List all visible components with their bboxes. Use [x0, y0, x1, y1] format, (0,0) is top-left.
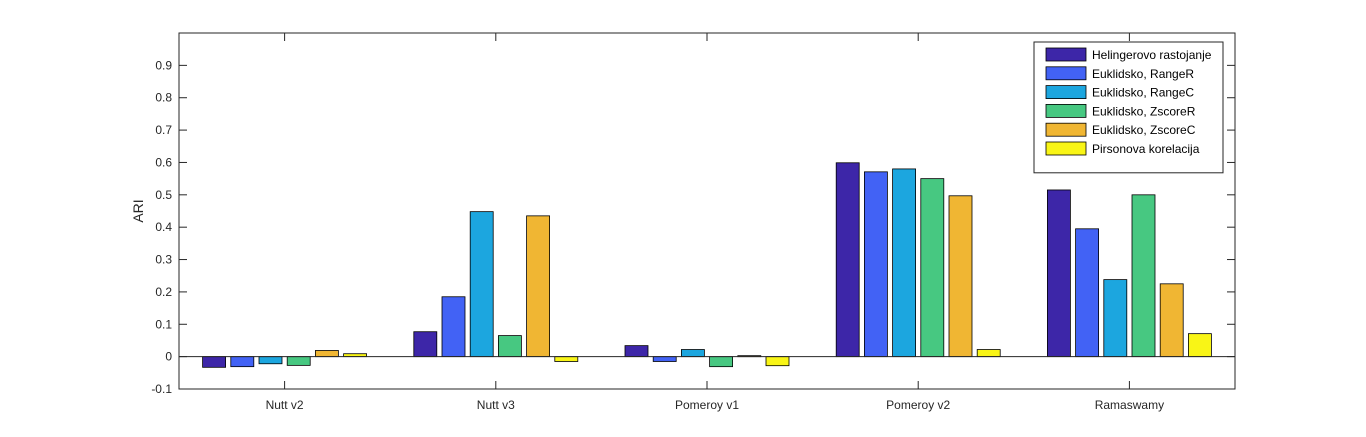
legend: Helingerovo rastojanje Euklidsko, RangeR E… [1033, 41, 1224, 174]
bar-1-4 [286, 356, 311, 366]
y-tick-label: 0.6 [155, 155, 172, 169]
y-tick-label: -0.1 [151, 382, 172, 396]
legend-label-2: Euklidsko, RangeR [1092, 67, 1194, 81]
legend-label-4: Euklidsko, ZscoreR [1092, 104, 1196, 118]
bar-5-1 [1047, 189, 1071, 358]
bar-1-1 [202, 356, 227, 368]
x-tick-label: Ramaswamy [1095, 398, 1164, 412]
y-tick-label: 0.4 [155, 220, 172, 234]
bar-2-4 [497, 335, 522, 358]
bar-5-2 [1075, 228, 1099, 358]
bar-3-6 [765, 356, 790, 367]
bar-1-5 [314, 350, 339, 358]
bar-1-3 [258, 356, 283, 365]
y-tick-label: 0.3 [155, 253, 172, 267]
bar-2-3 [469, 211, 494, 358]
y-tick-label: 0.9 [155, 58, 172, 72]
legend-label-5: Euklidsko, ZscoreC [1092, 123, 1196, 137]
bar-3-3 [681, 349, 705, 358]
bar-4-5 [948, 195, 973, 358]
bar-4-1 [835, 162, 860, 358]
legend-swatch-6 [1045, 141, 1087, 156]
y-axis-label: ARI [130, 199, 146, 222]
bar-2-6 [554, 356, 579, 362]
legend-swatch-1 [1045, 47, 1087, 62]
x-tick-label: Nutt v3 [477, 398, 515, 412]
bar-5-4 [1131, 194, 1156, 358]
legend-label-6: Pirsonova korelacija [1092, 142, 1200, 156]
y-tick-label: 0.1 [155, 317, 172, 331]
bar-5-6 [1188, 333, 1212, 358]
x-tick-label: Nutt v2 [266, 398, 304, 412]
legend-swatch-5 [1045, 122, 1087, 137]
bar-3-4 [709, 356, 733, 368]
legend-label-3: Euklidsko, RangeC [1092, 86, 1194, 100]
bar-4-2 [864, 171, 888, 358]
y-tick-label: 0.2 [155, 285, 172, 299]
bar-2-2 [441, 296, 466, 358]
y-tick-label: 0 [165, 350, 172, 364]
bar-4-3 [892, 168, 916, 358]
bar-1-2 [230, 356, 255, 368]
bar-4-4 [920, 178, 945, 358]
y-tick-label: 0.8 [155, 91, 172, 105]
bar-5-5 [1159, 283, 1184, 358]
bar-3-2 [652, 356, 677, 362]
bar-2-1 [413, 331, 438, 358]
bar-3-1 [624, 345, 649, 358]
legend-swatch-3 [1045, 85, 1087, 99]
legend-swatch-2 [1045, 66, 1087, 81]
x-tick-label: Pomeroy v1 [675, 398, 739, 412]
y-tick-label: 0.5 [155, 188, 172, 202]
bars-layer [202, 162, 1212, 368]
x-tick-label: Pomeroy v2 [886, 398, 950, 412]
bar-5-3 [1103, 279, 1128, 358]
bar-4-6 [976, 349, 1001, 358]
legend-swatch-4 [1045, 104, 1087, 118]
bar-2-5 [526, 215, 550, 358]
legend-label-1: Helingerovo rastojanje [1092, 48, 1212, 62]
y-tick-label: 0.7 [155, 123, 172, 137]
axes-layer: Nutt v2 Nutt v3 Pomeroy v1 Pomeroy v2 Ramasw… [151, 33, 1235, 412]
